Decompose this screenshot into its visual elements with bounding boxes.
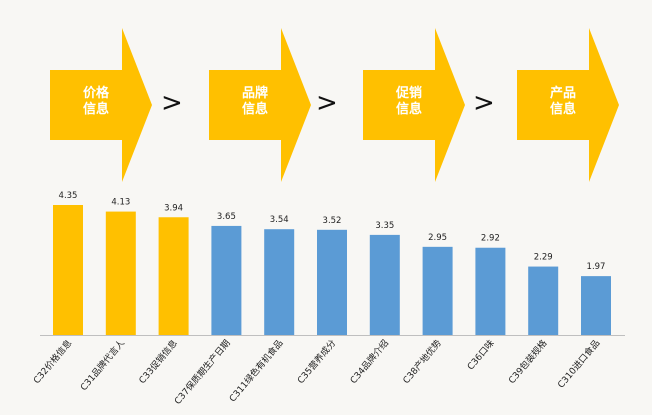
bar [53,205,83,335]
bar-chart: 4.35 C32价格信息 4.13 C31品牌代言人 3.94 C33促销信息 3.65 C3… [0,190,652,415]
flow-step-promotion: 促销 信息 [363,28,465,182]
arrow-shape [209,28,311,182]
flow-step-brand: 品牌 信息 [209,28,311,182]
bar [317,229,347,335]
bar [528,266,559,335]
category-tick-label: C31品牌代言人 [78,337,128,393]
flow-separator: > [316,88,338,118]
flow-step-product: 产品 信息 [517,28,619,182]
bar-value-label: 3.52 [323,216,342,226]
bar [264,229,295,335]
category-tick-label: C39包装规格 [506,337,550,386]
bar-value-label: 3.54 [270,215,289,225]
category-tick-label: C37保质期生产日期 [172,337,233,407]
bar-value-label: 2.29 [534,253,553,263]
bar [581,276,611,335]
category-tick-label: C311绿色有机食品 [227,337,286,404]
bar-value-label: 2.92 [481,234,500,244]
category-tick-label: C36口味 [465,337,497,372]
category-tick-label: C310进口食品 [555,337,602,390]
bar-value-label: 1.97 [587,262,606,272]
flow-step-label: 品牌 信息 [241,86,268,117]
flow-step-label: 产品 信息 [549,86,576,117]
flow-step-label: 促销 信息 [395,86,422,117]
bar-value-label: 3.35 [375,221,394,231]
bar-value-label: 4.35 [59,191,78,201]
category-tick-label: C34品牌介绍 [347,337,391,386]
bar [105,211,136,335]
arrow-shape [363,28,465,182]
category-tick-label: C35营养成分 [295,337,339,386]
arrow-shape [517,28,619,182]
bar [369,234,400,335]
flow-step-price: 价格 信息 [50,28,152,182]
flow-separator: > [473,88,495,118]
bar [422,246,453,335]
bar [158,217,189,335]
category-tick-label: C33促销信息 [136,337,180,386]
flow-separator: > [161,88,183,118]
bar-chart-canvas: 4.35 C32价格信息 4.13 C31品牌代言人 3.94 C33促销信息 3.65 C3… [31,191,625,407]
category-tick-label: C38产地优势 [400,337,444,386]
bar-value-label: 4.13 [111,198,130,208]
bar-value-label: 2.95 [428,233,447,243]
process-flow: 价格 信息 > 品牌 信息 > 促销 信息 > 产品 信息 [0,0,652,185]
bar [211,225,242,335]
bar [475,247,506,335]
category-tick-label: C32价格信息 [31,337,75,386]
bar-value-label: 3.94 [164,203,183,213]
bar-value-label: 3.65 [217,212,236,222]
arrow-shape [50,28,152,182]
flow-step-label: 价格 信息 [82,86,109,117]
